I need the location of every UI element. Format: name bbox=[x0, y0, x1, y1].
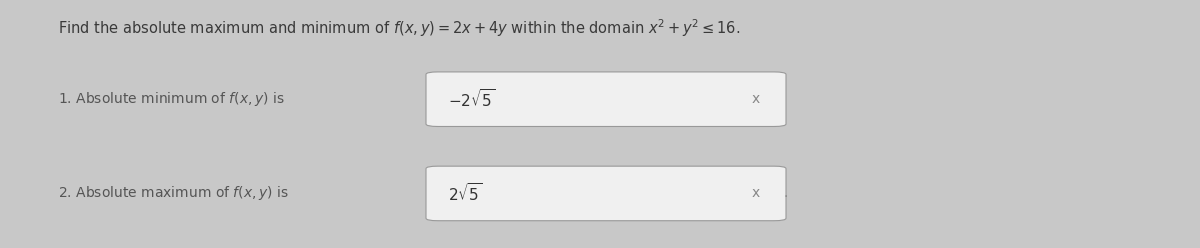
Text: 1. Absolute minimum of $f(x, y)$ is: 1. Absolute minimum of $f(x, y)$ is bbox=[58, 90, 284, 108]
Text: x: x bbox=[751, 92, 760, 106]
Text: $2\sqrt{5}$: $2\sqrt{5}$ bbox=[448, 183, 482, 204]
Text: x: x bbox=[751, 186, 760, 200]
Text: Find the absolute maximum and minimum of $f(x, y) = 2x + 4y$ within the domain $: Find the absolute maximum and minimum of… bbox=[58, 17, 740, 39]
Text: 2. Absolute maximum of $f(x, y)$ is: 2. Absolute maximum of $f(x, y)$ is bbox=[58, 185, 288, 202]
FancyBboxPatch shape bbox=[426, 166, 786, 221]
Text: $-2\sqrt{5}$: $-2\sqrt{5}$ bbox=[448, 88, 494, 110]
Text: .: . bbox=[784, 186, 788, 200]
FancyBboxPatch shape bbox=[426, 72, 786, 126]
